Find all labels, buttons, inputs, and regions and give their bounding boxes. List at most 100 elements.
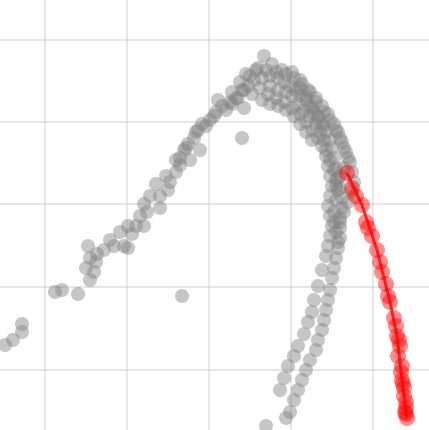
scatter-point: [398, 406, 414, 422]
scatter-point: [315, 99, 329, 113]
scatter-point: [279, 103, 293, 117]
scatter-point: [253, 81, 267, 95]
scatter-point: [153, 189, 167, 203]
scatter-point: [189, 125, 203, 139]
scatter-point: [48, 285, 62, 299]
scatter-point: [337, 161, 351, 175]
scatter-point: [313, 125, 327, 139]
scatter-point: [0, 338, 12, 352]
scatter-point: [321, 239, 335, 253]
scatter-point: [241, 79, 255, 93]
scatter-point: [271, 83, 285, 97]
scatter-point: [161, 183, 175, 197]
scatter-point: [255, 71, 269, 85]
scatter-point: [181, 137, 195, 151]
scatter-point: [281, 359, 295, 373]
scatter-point: [291, 339, 305, 353]
scatter-point: [183, 153, 197, 167]
scatter-point: [396, 388, 412, 404]
scatter-point: [269, 65, 283, 79]
scatter-point: [329, 193, 343, 207]
scatter-point: [315, 263, 329, 277]
scatter-point: [15, 325, 29, 339]
scatter-point: [235, 131, 249, 145]
scatter-point: [265, 57, 279, 71]
series-gray: [0, 49, 361, 430]
scatter-point: [317, 119, 331, 133]
scatter-point: [299, 115, 313, 129]
scatter-point: [364, 228, 380, 244]
scatter-point: [137, 197, 151, 211]
scatter-point: [305, 101, 319, 115]
scatter-point: [263, 97, 277, 111]
scatter-point: [331, 171, 345, 185]
scatter-point: [299, 363, 313, 377]
scatter-point: [372, 254, 388, 270]
scatter-point: [315, 323, 329, 337]
scatter-point: [311, 333, 325, 347]
scatter-point: [319, 149, 333, 163]
scatter-point: [279, 411, 293, 425]
scatter-point: [121, 219, 135, 233]
scatter-point: [223, 95, 237, 109]
scatter-point: [97, 243, 111, 257]
scatter-point: [169, 165, 183, 179]
scatter-point: [321, 107, 335, 121]
scatter-point: [398, 400, 414, 416]
scatter-point: [305, 123, 319, 137]
scatter-point: [386, 310, 402, 326]
scatter-point: [327, 163, 341, 177]
scatter-point: [394, 358, 410, 374]
scatter-point: [117, 239, 131, 253]
scatter-point: [395, 376, 411, 392]
scatter-point: [225, 97, 239, 111]
scatter-point: [257, 49, 271, 63]
scatter-point: [295, 77, 309, 91]
scatter-point: [249, 63, 263, 77]
scatter-point: [335, 191, 349, 205]
scatter-point: [239, 67, 253, 81]
scatter-point: [311, 109, 325, 123]
scatter-point: [333, 231, 347, 245]
scatter-point: [394, 372, 410, 388]
scatter-point: [333, 131, 347, 145]
scatter-point: [259, 63, 273, 77]
scatter-point: [295, 373, 309, 387]
scatter-point: [293, 89, 307, 103]
scatter-point: [271, 71, 285, 85]
scatter-point: [293, 107, 307, 121]
scatter-point: [358, 214, 374, 230]
scatter-point: [261, 87, 275, 101]
scatter-point: [293, 73, 307, 87]
scatter-point: [283, 405, 297, 419]
scatter-point: [325, 219, 339, 233]
scatter-point: [311, 111, 325, 125]
scatter-point: [317, 105, 331, 119]
scatter-point: [79, 261, 93, 275]
scatter-point: [327, 261, 341, 275]
scatter-point: [309, 95, 323, 109]
scatter-point: [81, 239, 95, 253]
scatter-point: [199, 119, 213, 133]
scatter-point: [263, 69, 277, 83]
scatter-point: [327, 151, 341, 165]
scatter-point: [293, 117, 307, 131]
scatter-point: [193, 143, 207, 157]
scatter-point: [159, 169, 173, 183]
scatter-point: [390, 348, 406, 364]
scatter-point: [398, 394, 414, 410]
scatter-point: [327, 117, 341, 131]
scatter-point: [215, 99, 229, 113]
scatter-point: [315, 117, 329, 131]
scatter-point: [333, 221, 347, 235]
scatter-point: [319, 125, 333, 139]
scatter-point: [399, 410, 415, 426]
scatter-point: [380, 288, 396, 304]
scatter-point: [175, 289, 189, 303]
scatter-point: [331, 241, 345, 255]
scatter-point: [287, 393, 301, 407]
scatter-point: [279, 85, 293, 99]
scatter-point: [233, 75, 247, 89]
scatter-point: [378, 276, 394, 292]
